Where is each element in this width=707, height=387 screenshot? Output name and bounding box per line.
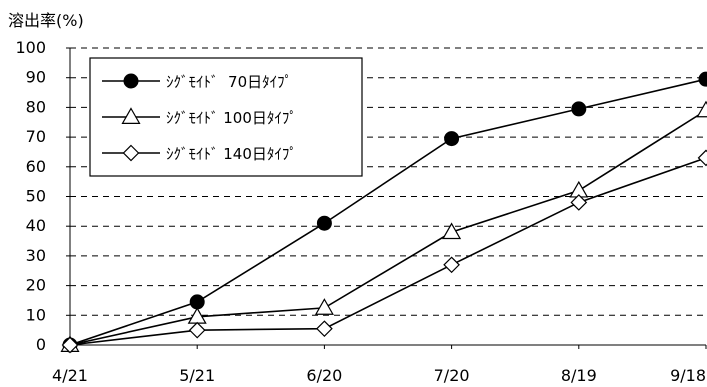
y-tick-label: 30	[26, 246, 46, 265]
x-tick-label: 4/21	[52, 366, 88, 385]
series-line	[69, 157, 707, 346]
data-point	[316, 320, 333, 338]
data-point	[188, 321, 206, 339]
data-point	[442, 222, 462, 240]
legend-marker	[122, 144, 140, 162]
axes	[66, 47, 707, 349]
data-point	[571, 101, 587, 117]
series-3	[61, 149, 707, 354]
y-tick-label: 90	[26, 68, 46, 87]
data-point	[698, 71, 707, 87]
y-tick-label: 40	[26, 216, 46, 235]
y-tick-label: 70	[26, 127, 46, 146]
legend-marker	[123, 73, 139, 89]
series-layer	[60, 71, 707, 354]
y-tick-label: 100	[15, 38, 46, 57]
y-tick-label: 10	[26, 305, 46, 324]
y-tick-label: 80	[26, 97, 46, 116]
x-tick-label: 9/18	[670, 366, 706, 385]
data-point	[696, 100, 707, 118]
legend-label: ｼｸﾞﾓｲﾄﾞ 140日ﾀｲﾌﾟ	[166, 145, 297, 163]
legend-marker	[121, 107, 141, 124]
y-axis-label: 溶出率(%)	[8, 11, 84, 30]
series-line	[69, 78, 707, 346]
data-point	[316, 215, 332, 231]
data-point	[61, 336, 79, 354]
data-point	[189, 294, 205, 310]
x-tick-labels: 4/21 5/21 6/20 7/20 8/19 9/18	[52, 366, 706, 385]
y-tick-label: 50	[26, 187, 46, 206]
x-tick-label: 7/20	[434, 366, 470, 385]
y-tick-label: 60	[26, 157, 46, 176]
x-tick-label: 8/19	[561, 366, 597, 385]
x-tick-label: 5/21	[179, 366, 215, 385]
legend-label: ｼｸﾞﾓｲﾄﾞ 70日ﾀｲﾌﾟ	[166, 73, 292, 91]
series-2	[60, 100, 707, 352]
y-tick-label: 20	[26, 276, 46, 295]
data-point	[570, 194, 588, 211]
data-point	[314, 298, 334, 315]
legend: ｼｸﾞﾓｲﾄﾞ 70日ﾀｲﾌﾟ ｼｸﾞﾓｲﾄﾞ 100日ﾀｲﾌﾟ ｼｸﾞﾓｲﾄﾞ 1…	[89, 57, 363, 177]
gridlines	[70, 47, 706, 316]
series-line	[69, 109, 707, 346]
data-point	[697, 149, 707, 167]
y-tick-label: 0	[36, 335, 46, 354]
legend-label: ｼｸﾞﾓｲﾄﾞ 100日ﾀｲﾌﾟ	[166, 109, 297, 127]
x-tick-label: 6/20	[306, 366, 342, 385]
data-point	[443, 256, 460, 274]
data-point	[444, 131, 460, 147]
y-tick-labels: 0 10 20 30 40 50 60 70 80 90 100	[15, 38, 46, 354]
